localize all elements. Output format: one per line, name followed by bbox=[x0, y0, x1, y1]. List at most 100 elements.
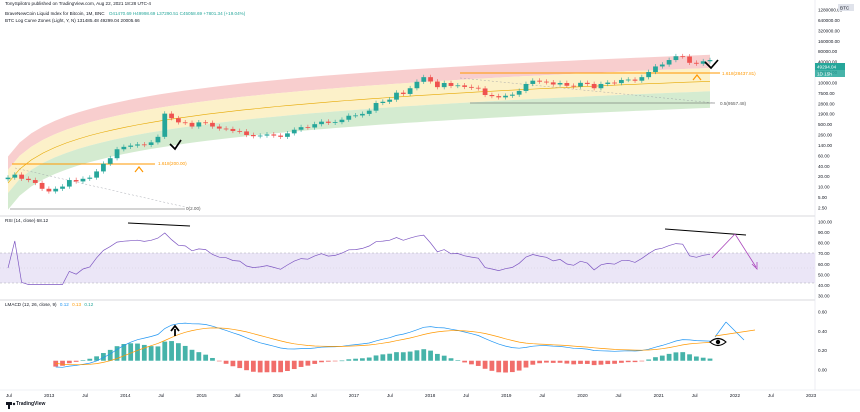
price-tick-label: 40000.00 bbox=[818, 60, 838, 65]
candle-up bbox=[503, 95, 508, 98]
macd-tick-label: 0.40 bbox=[818, 329, 827, 334]
time-tick-label: 2017 bbox=[349, 393, 360, 398]
time-axis: Jul 2013 Jul 2014 Jul 2015 Jul 2016 Jul 2017 Jul 20… bbox=[6, 393, 817, 398]
candles bbox=[5, 53, 713, 194]
price-tick-label: 260.00 bbox=[818, 133, 832, 138]
rsi-trendline-right bbox=[664, 228, 747, 236]
histogram-bar bbox=[462, 360, 468, 363]
candle-down bbox=[250, 134, 256, 137]
histogram-bar bbox=[298, 360, 304, 367]
histogram-bar bbox=[169, 341, 174, 361]
histogram-bar bbox=[73, 360, 79, 362]
candle-up bbox=[360, 113, 365, 116]
histogram-bar bbox=[196, 352, 202, 361]
histogram-bar bbox=[230, 360, 236, 367]
candle-down bbox=[169, 113, 174, 119]
histogram-bar bbox=[148, 346, 154, 361]
candle-down bbox=[591, 83, 597, 89]
price-tick-label: 80000.00 bbox=[818, 49, 838, 54]
price-tick-label: 20.00 bbox=[818, 174, 830, 179]
candle-up bbox=[557, 82, 563, 85]
candle-up bbox=[319, 121, 324, 125]
candle-up bbox=[339, 119, 345, 123]
candle-down bbox=[210, 122, 215, 127]
macd-lines bbox=[55, 322, 711, 368]
candle-up bbox=[53, 188, 59, 192]
histogram-bar bbox=[114, 346, 120, 361]
price-label-box bbox=[815, 63, 845, 70]
histogram-bar bbox=[107, 349, 113, 361]
macd-histogram bbox=[53, 341, 713, 373]
level-1618-left-label: 1.618(200.00) bbox=[158, 161, 187, 166]
histogram-bar bbox=[210, 357, 215, 361]
candle-down bbox=[39, 182, 45, 189]
candle-up bbox=[135, 144, 140, 146]
chevron-up-marker bbox=[692, 74, 702, 81]
band-middle bbox=[8, 68, 710, 193]
time-tick-label: 2019 bbox=[501, 393, 512, 398]
rsi-series bbox=[7, 232, 711, 285]
candle-up bbox=[578, 82, 583, 87]
candle-down bbox=[475, 87, 481, 89]
time-tick-label: Jul bbox=[311, 393, 317, 398]
rsi-title: RSI (14, close) 68.12 bbox=[5, 218, 49, 223]
histogram-bar bbox=[216, 360, 222, 362]
histogram-bar bbox=[537, 360, 542, 364]
histogram-bar bbox=[578, 360, 583, 364]
symbol-badge bbox=[838, 4, 854, 11]
histogram-bar bbox=[380, 354, 386, 361]
price-axis: 1280000.00 640000.00 320000.00 160000.00 800… bbox=[818, 8, 843, 211]
candle-down bbox=[687, 56, 692, 63]
histogram-bar bbox=[325, 360, 331, 362]
time-tick-label: Jul bbox=[539, 393, 545, 398]
histogram-bar bbox=[271, 360, 277, 373]
rsi-tick-label: 90.00 bbox=[818, 230, 830, 235]
time-tick-label: 2013 bbox=[44, 393, 55, 398]
histogram-bar bbox=[414, 350, 420, 361]
candle-down bbox=[244, 131, 249, 135]
candle-up bbox=[128, 145, 134, 147]
histogram-bar bbox=[455, 360, 461, 361]
candle-down bbox=[537, 80, 542, 82]
time-tick-label: Jul bbox=[158, 393, 164, 398]
histogram-bar bbox=[496, 360, 502, 373]
histogram-bar bbox=[223, 360, 229, 364]
candle-down bbox=[189, 122, 195, 127]
time-tick-label: 2021 bbox=[654, 393, 665, 398]
candle-down bbox=[469, 86, 474, 88]
candle-up bbox=[114, 149, 120, 159]
histogram-bar bbox=[264, 360, 270, 373]
candle-up bbox=[455, 85, 461, 87]
histogram-bar bbox=[639, 360, 645, 362]
time-tick-label: 2015 bbox=[196, 393, 207, 398]
price-tick-label: 7500.00 bbox=[818, 91, 835, 96]
histogram-bar bbox=[285, 360, 290, 372]
candle-up bbox=[414, 81, 420, 89]
histogram-bar bbox=[121, 344, 127, 361]
candle-up bbox=[619, 79, 624, 84]
candle-up bbox=[66, 180, 72, 187]
histogram-bar bbox=[605, 360, 611, 365]
time-tick-label: Jul bbox=[6, 393, 12, 398]
symbol-line: BraveNewCoin Liquid Index for Bitcoin, 1… bbox=[5, 11, 245, 17]
candle-down bbox=[482, 88, 488, 96]
time-tick-label: Jul bbox=[387, 393, 393, 398]
candle-up bbox=[285, 133, 290, 137]
candle-up bbox=[101, 163, 106, 172]
candle-up bbox=[346, 115, 352, 120]
histogram-bar bbox=[339, 360, 345, 362]
price-tick-label: 2800.00 bbox=[818, 101, 835, 106]
histogram-bar bbox=[366, 357, 372, 361]
candle-down bbox=[216, 126, 222, 129]
candle-down bbox=[680, 56, 686, 58]
histogram-bar bbox=[407, 351, 413, 361]
rsi-projection-down bbox=[734, 233, 757, 268]
rsi-tick-label: 30.00 bbox=[818, 294, 830, 299]
indicator-line: BTC Log Curve Zones (Light, Y, N) 131485… bbox=[5, 18, 140, 23]
histogram-bar bbox=[141, 344, 147, 361]
histogram-bar bbox=[387, 353, 393, 361]
rsi-zone bbox=[0, 253, 815, 283]
rsi-axis: 100.00 90.00 80.00 70.00 60.00 50.00 40.00 30.0… bbox=[818, 220, 832, 299]
macd-tick-label: 0.60 bbox=[818, 310, 827, 315]
